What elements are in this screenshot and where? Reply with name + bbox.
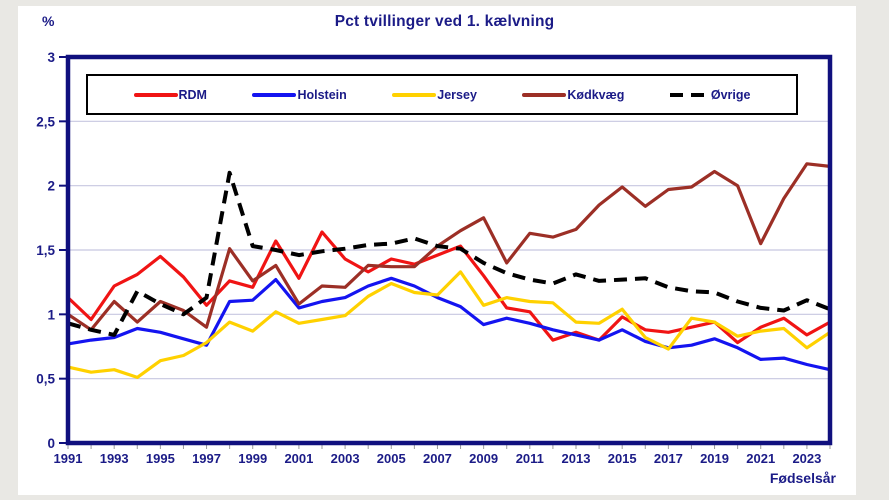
y-tick-label: 2,5 (36, 114, 55, 129)
x-tick-label: 2021 (746, 451, 775, 466)
y-tick-label: 1 (47, 307, 55, 322)
x-tick-label: 2023 (792, 451, 821, 466)
legend-label-rdm: RDM (178, 87, 207, 102)
x-tick-label: 2011 (516, 451, 544, 466)
jersey-line-swatch-icon (392, 92, 437, 97)
series-line-øvrige (67, 170, 831, 337)
series-line-jersey (66, 270, 832, 379)
legend-item-oevrige: Øvrige (669, 87, 751, 102)
y-tick-label: 2 (47, 179, 55, 194)
legend-item-jersey: Jersey (392, 88, 477, 102)
x-tick-label: 2003 (331, 451, 360, 466)
x-tick-label: 2005 (377, 451, 406, 466)
koedkvaeg-line-swatch-icon (522, 92, 567, 97)
x-tick-label: 1993 (100, 451, 129, 466)
holstein-line-swatch-icon (252, 92, 297, 97)
oevrige-dashed-line-swatch-icon (669, 92, 710, 97)
legend-item-holstein: Holstein (252, 87, 347, 102)
x-tick-label: 1997 (192, 451, 221, 466)
series-line-holstein (66, 276, 832, 372)
x-tick-label: 2007 (423, 451, 452, 466)
x-tick-label: 2001 (284, 451, 313, 466)
x-tick-label: 2009 (469, 451, 498, 466)
legend-label-holstein: Holstein (297, 87, 347, 102)
x-tick-label: 1991 (54, 451, 83, 466)
legend-label-koedkvaeg: Kødkvæg (567, 87, 625, 102)
legend-label-jersey: Jersey (437, 87, 477, 102)
plot-frame (65, 54, 833, 446)
legend-item-koedkvaeg: Kødkvæg (522, 88, 624, 102)
x-tick-label: 2017 (654, 451, 683, 466)
rdm-line-swatch-icon (133, 92, 178, 97)
x-tick-label: 2019 (700, 451, 729, 466)
y-tick-label: 3 (47, 50, 55, 65)
legend-label-oevrige: Øvrige (710, 87, 751, 102)
series-line-kødkvæg (66, 162, 832, 332)
y-tick-label: 0 (47, 436, 55, 451)
x-tick-label: 1999 (238, 451, 267, 466)
x-tick-label: 2013 (562, 451, 591, 466)
page-title: Pct tvillinger ved 1. kælvning (334, 13, 555, 30)
x-axis-title: Fødselsår (769, 470, 836, 486)
legend: RDM Holstein Jersey Kødkvæg Øvrige (86, 74, 798, 115)
x-tick-label: 2015 (608, 451, 637, 466)
series-line-rdm (66, 230, 832, 345)
y-tick-label: 1,5 (36, 243, 55, 258)
y-axis-unit-label: % (42, 13, 55, 29)
x-tick-label: 1995 (146, 451, 175, 466)
legend-item-rdm: RDM (133, 87, 207, 102)
y-tick-label: 0,5 (36, 372, 55, 387)
